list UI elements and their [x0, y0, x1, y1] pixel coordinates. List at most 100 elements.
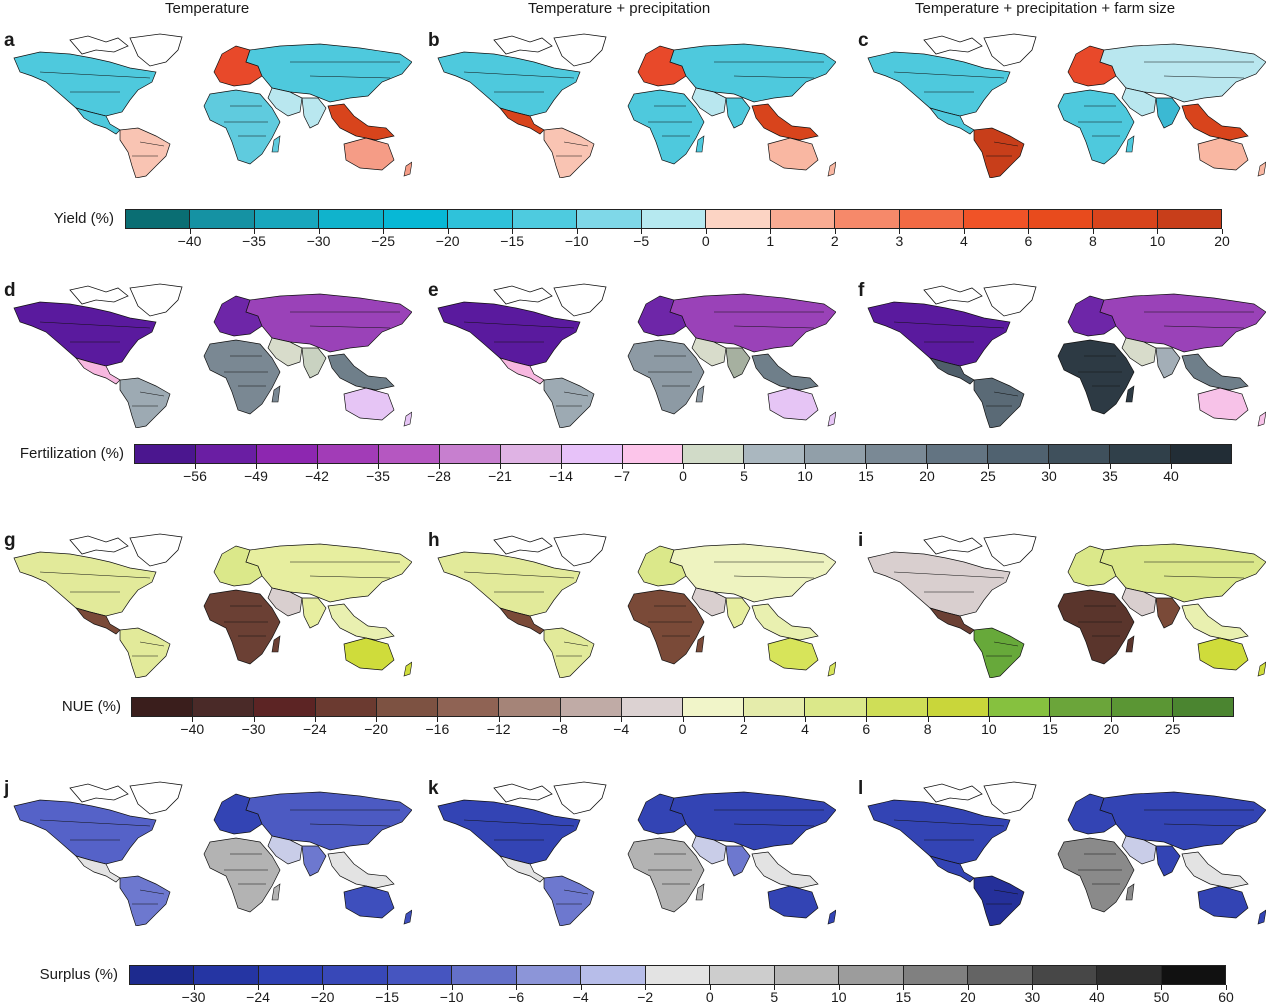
- region-southeast-asia: [327, 603, 395, 641]
- colorbar-swatch: [577, 210, 642, 228]
- colorbar-swatch: [193, 698, 255, 716]
- colorbar-swatch: [1028, 210, 1094, 228]
- region-madagascar: [1125, 635, 1135, 653]
- region-australia: [1197, 387, 1249, 421]
- region-southeast-asia: [751, 353, 819, 391]
- region-africa: [627, 837, 705, 913]
- colorbar-swatch: [561, 445, 623, 463]
- colorbar-tickmark: [256, 464, 257, 469]
- colorbar-tick-label: −15: [375, 989, 399, 1005]
- colorbar-tickmark: [1049, 464, 1050, 469]
- colorbar-swatch: [706, 210, 771, 228]
- region-north-america: [867, 799, 1011, 865]
- panel-letter: e: [428, 280, 439, 301]
- colorbar-tickmark: [498, 717, 500, 722]
- map-panel-c: c: [858, 30, 1266, 180]
- colorbar-tickmark: [1226, 985, 1227, 990]
- map-panel-j: j: [4, 778, 412, 928]
- colorbar: [134, 444, 1232, 464]
- colorbar-tick-label: 4: [801, 721, 809, 737]
- region-central-america: [929, 107, 975, 135]
- colorbar-swatch: [805, 445, 867, 463]
- country-borders: [463, 311, 824, 407]
- column-title-temperature-precipitation-farm-size: Temperature + precipitation + farm size: [915, 0, 1176, 17]
- region-central-america: [929, 607, 975, 635]
- colorbar-tickmark: [838, 985, 840, 990]
- region-africa: [203, 89, 281, 165]
- region-north-america: [13, 51, 157, 117]
- colorbar-tickmark: [1172, 717, 1174, 722]
- country-borders: [39, 561, 400, 657]
- region-middle-east: [267, 337, 303, 367]
- colorbar-swatch: [744, 445, 806, 463]
- colorbar-swatch: [1093, 210, 1158, 228]
- country-borders: [893, 61, 1254, 157]
- colorbar-tick-label: −10: [564, 233, 589, 249]
- region-middle-east: [267, 87, 303, 117]
- colorbar-tick-label: 6: [1024, 233, 1033, 249]
- region-india: [301, 597, 327, 629]
- region-africa: [1057, 339, 1135, 415]
- colorbar-swatch: [1111, 698, 1173, 716]
- region-arctic-islands: [923, 35, 983, 55]
- region-central-america: [499, 357, 545, 385]
- colorbar-tickmark: [561, 464, 562, 469]
- region-central-america: [499, 855, 545, 883]
- world-map: [13, 33, 412, 178]
- panel-letter: d: [4, 280, 16, 301]
- colorbar-swatch: [927, 445, 989, 463]
- colorbar-tickmark: [1161, 985, 1163, 990]
- panel-letter: a: [4, 30, 15, 51]
- region-south-america: [119, 127, 171, 178]
- colorbar-tickmark: [317, 464, 318, 469]
- colorbar-tick-label: −21: [488, 468, 512, 484]
- region-madagascar: [695, 385, 705, 403]
- region-southeast-asia: [751, 103, 819, 141]
- region-south-america: [973, 377, 1025, 428]
- colorbar-tickmark: [447, 229, 449, 234]
- panel-letter: f: [858, 280, 865, 301]
- colorbar-swatch: [512, 210, 578, 228]
- region-greenland: [983, 533, 1037, 567]
- colorbar-tick-label: 8: [1089, 233, 1097, 249]
- region-africa: [203, 837, 281, 913]
- region-north-america: [437, 301, 581, 367]
- region-greenland: [553, 33, 607, 67]
- region-new-zealand: [827, 909, 836, 925]
- colorbar-tick-label: −40: [180, 721, 205, 737]
- region-middle-east: [691, 87, 727, 117]
- region-africa: [627, 89, 705, 165]
- colorbar-label: NUE (%): [61, 698, 121, 715]
- region-north-america: [437, 799, 581, 865]
- region-africa: [1057, 837, 1135, 913]
- colorbar-swatch: [805, 698, 867, 716]
- region-north-america: [13, 301, 157, 367]
- colorbar-swatch: [964, 210, 1029, 228]
- region-southeast-asia: [1181, 353, 1249, 391]
- colorbar-swatch: [1097, 966, 1162, 984]
- country-borders: [463, 61, 824, 157]
- colorbar-tick-label: −35: [366, 468, 390, 484]
- region-middle-east: [1121, 87, 1157, 117]
- panel-letter: b: [428, 30, 440, 51]
- region-central-america: [499, 107, 545, 135]
- colorbar-tickmark: [903, 985, 905, 990]
- region-south-america: [973, 627, 1025, 678]
- region-arctic-islands: [493, 783, 553, 803]
- colorbar-tickmark: [195, 464, 196, 469]
- region-africa: [203, 339, 281, 415]
- region-new-zealand: [1257, 411, 1266, 427]
- colorbar-tickmark: [744, 464, 745, 469]
- colorbar-swatch: [682, 698, 745, 716]
- country-borders: [893, 809, 1254, 905]
- colorbar-swatch: [903, 966, 969, 984]
- country-borders: [39, 61, 400, 157]
- colorbar-swatch: [988, 445, 1050, 463]
- colorbar-tick-label: 6: [862, 721, 871, 737]
- colorbar-tick-label: −8: [551, 721, 568, 737]
- panel-letter: j: [4, 778, 10, 799]
- colorbar-swatch: [989, 698, 1051, 716]
- colorbar-swatch: [621, 698, 683, 716]
- region-southeast-asia: [751, 603, 819, 641]
- colorbar-swatch: [516, 966, 582, 984]
